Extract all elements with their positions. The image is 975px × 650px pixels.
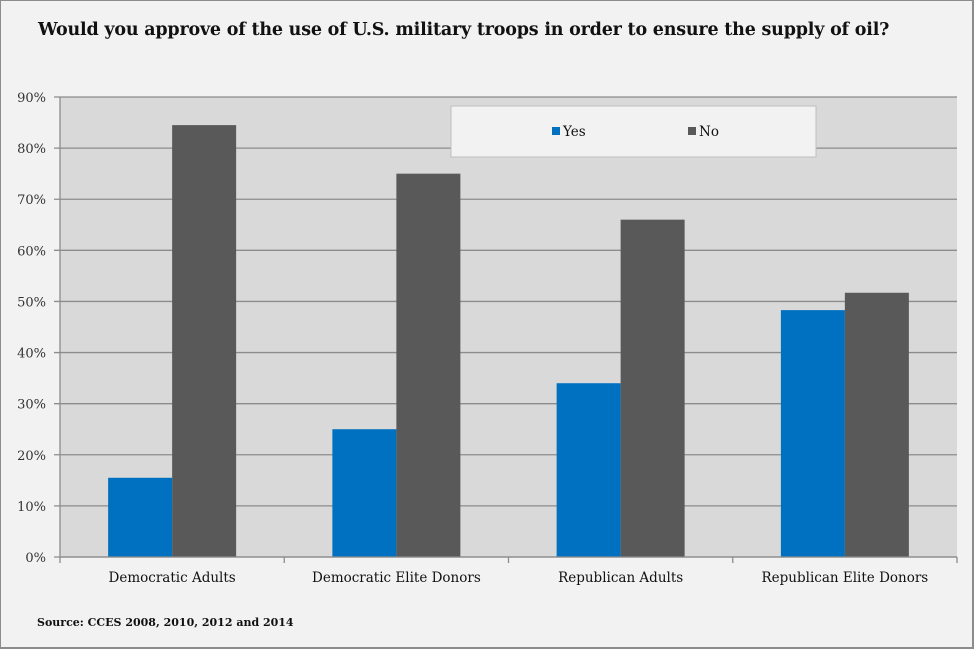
- legend-item-no: No: [688, 124, 719, 140]
- y-tick-label: 70%: [17, 193, 46, 208]
- y-tick-label: 90%: [17, 91, 46, 106]
- bar-yes-democratic-adults: [108, 477, 173, 557]
- bar-yes-republican-elite-donors: [780, 310, 845, 557]
- y-tick-label: 40%: [17, 347, 46, 362]
- y-tick-label: 20%: [17, 449, 46, 464]
- bar-no-democratic-elite-donors: [396, 173, 461, 557]
- x-tick-label: Democratic Elite Donors: [312, 570, 481, 586]
- x-tick-label: Democratic Adults: [109, 570, 236, 586]
- legend: Yes No: [450, 105, 817, 158]
- legend-label-yes: Yes: [562, 124, 586, 140]
- y-tick-label: 30%: [17, 398, 46, 413]
- bar-yes-republican-adults: [556, 383, 621, 557]
- y-tick-label: 80%: [17, 142, 46, 157]
- y-tick-label: 10%: [17, 500, 46, 515]
- bar-yes-democratic-elite-donors: [332, 429, 397, 557]
- bar-no-republican-elite-donors: [844, 292, 909, 557]
- x-tick-label: Republican Elite Donors: [762, 570, 929, 586]
- y-tick-label: 50%: [17, 295, 46, 310]
- y-tick-label: 0%: [25, 551, 46, 566]
- source-note: Source: CCES 2008, 2010, 2012 and 2014: [37, 616, 294, 629]
- legend-swatch-yes: [552, 127, 560, 135]
- x-tick-label: Republican Adults: [558, 570, 683, 586]
- legend-box: [450, 105, 817, 158]
- bar-no-republican-adults: [620, 219, 685, 557]
- legend-item-yes: Yes: [552, 124, 586, 140]
- y-tick-label: 60%: [17, 244, 46, 259]
- chart-title: Would you approve of the use of U.S. mil…: [38, 20, 890, 40]
- legend-swatch-no: [688, 127, 696, 135]
- legend-label-no: No: [699, 124, 719, 140]
- bar-no-democratic-adults: [172, 125, 237, 557]
